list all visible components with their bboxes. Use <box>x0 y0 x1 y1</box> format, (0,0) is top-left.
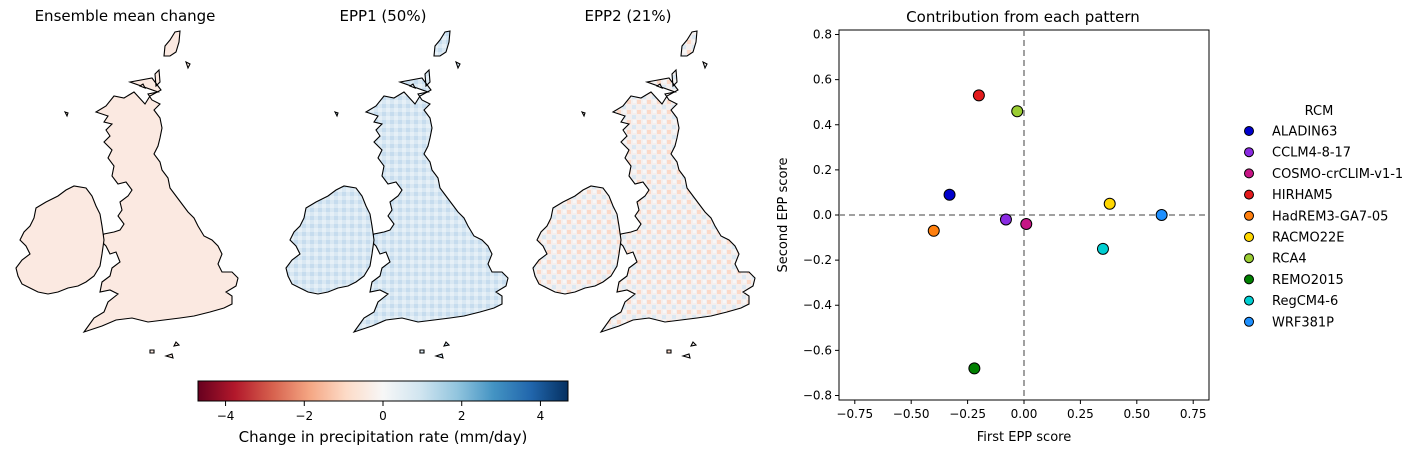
x-axis-label: First EPP score <box>977 430 1071 445</box>
legend-marker <box>1244 210 1254 221</box>
y-tick-label: −0.4 <box>803 298 832 312</box>
reference-lines <box>839 30 1209 400</box>
x-tick-label: −0.25 <box>949 407 986 421</box>
legend-label: HIRHAM5 <box>1272 188 1333 203</box>
legend-label: COSMO-crCLIM-v1-1 <box>1272 167 1403 182</box>
colorbar-tick-label: −4 <box>217 409 235 423</box>
y-tick-label: −0.8 <box>803 388 832 402</box>
x-tick-label: 0.50 <box>1123 407 1150 421</box>
data-point-hirham5 <box>972 89 985 102</box>
colorbar-tick-label: −2 <box>295 409 313 423</box>
map-title-epp1: EPP1 (50%) <box>339 7 427 25</box>
data-point-hadrem3-ga7-05 <box>927 224 940 237</box>
x-tick-label: 0.75 <box>1180 407 1207 421</box>
y-tick-label: −0.2 <box>803 253 832 267</box>
scatter-chart: Contribution from each pattern −0.75 −0.5… <box>776 8 1403 445</box>
legend-label: HadREM3-GA7-05 <box>1272 209 1388 224</box>
data-point-regcm4-6 <box>1096 242 1109 255</box>
y-tick-label: 0.2 <box>813 163 832 177</box>
legend-label: RACMO22E <box>1272 231 1344 246</box>
map-panel-epp1 <box>285 30 509 359</box>
data-point-racmo22e <box>1103 197 1116 210</box>
y-tick-label: 0.6 <box>813 73 832 87</box>
data-point-cclm4-8-17 <box>999 213 1012 226</box>
legend-marker <box>1244 274 1254 285</box>
colorbar-gradient <box>197 380 569 402</box>
scatter-points <box>927 89 1168 375</box>
data-point-wrf381p <box>1155 209 1168 221</box>
legend-marker <box>1244 147 1254 158</box>
legend-marker <box>1244 232 1254 242</box>
data-point-remo2015 <box>968 362 981 375</box>
map-title-ensemble-mean: Ensemble mean change <box>34 7 216 25</box>
legend-title: RCM <box>1305 104 1334 119</box>
y-tick-label: −0.6 <box>803 343 832 357</box>
x-tick-label: −0.75 <box>836 407 873 421</box>
colorbar: −4 −2 0 2 4 Change in precipitation rate (mm… <box>197 380 569 446</box>
map-panel-epp2 <box>532 30 756 359</box>
x-axis-ticks: −0.75 −0.50 −0.25 0.00 0.25 0.50 0.75 <box>836 400 1207 421</box>
legend-marker <box>1244 168 1254 179</box>
y-axis-ticks: 0.8 0.6 0.4 0.2 0.0 −0.2 −0.4 −0.6 −0.8 <box>803 28 839 402</box>
x-tick-label: −0.50 <box>893 407 930 421</box>
colorbar-label: Change in precipitation rate (mm/day) <box>239 428 528 446</box>
uk-outline <box>285 30 509 359</box>
legend-marker <box>1244 295 1254 306</box>
chart-title: Contribution from each pattern <box>906 8 1140 26</box>
x-tick-label: 0.25 <box>1067 407 1094 421</box>
y-tick-label: 0.8 <box>813 28 832 42</box>
legend-marker <box>1244 189 1254 200</box>
legend-label: CCLM4-8-17 <box>1272 146 1351 161</box>
legend: ALADIN63 CCLM4-8-17 COSMO-crCLIM-v1-1 HIRHA… <box>1244 125 1403 330</box>
legend-marker <box>1244 253 1254 264</box>
colorbar-tick-label: 2 <box>458 409 466 423</box>
uk-maps <box>15 30 756 359</box>
uk-outline <box>532 30 756 359</box>
legend-label: RegCM4-6 <box>1272 294 1338 309</box>
data-point-rca4 <box>1011 105 1024 118</box>
legend-label: WRF381P <box>1272 315 1334 330</box>
x-tick-label: 0.00 <box>1011 407 1038 421</box>
data-point-cosmo-crclim-v1-1 <box>1020 218 1033 231</box>
colorbar-tick-label: 0 <box>379 409 387 423</box>
y-tick-label: 0.0 <box>813 208 832 222</box>
legend-label: RCA4 <box>1272 252 1307 267</box>
legend-marker <box>1244 316 1254 327</box>
legend-label: ALADIN63 <box>1272 125 1337 140</box>
map-title-epp2: EPP2 (21%) <box>584 7 672 25</box>
data-point-aladin63 <box>943 188 956 201</box>
map-panel-ensemble-mean <box>15 30 239 359</box>
colorbar-tick-label: 4 <box>537 409 545 423</box>
y-axis-label: Second EPP score <box>776 158 791 273</box>
legend-label: REMO2015 <box>1272 273 1344 288</box>
legend-marker <box>1244 126 1254 136</box>
uk-outline <box>15 30 239 359</box>
y-tick-label: 0.4 <box>813 118 832 132</box>
